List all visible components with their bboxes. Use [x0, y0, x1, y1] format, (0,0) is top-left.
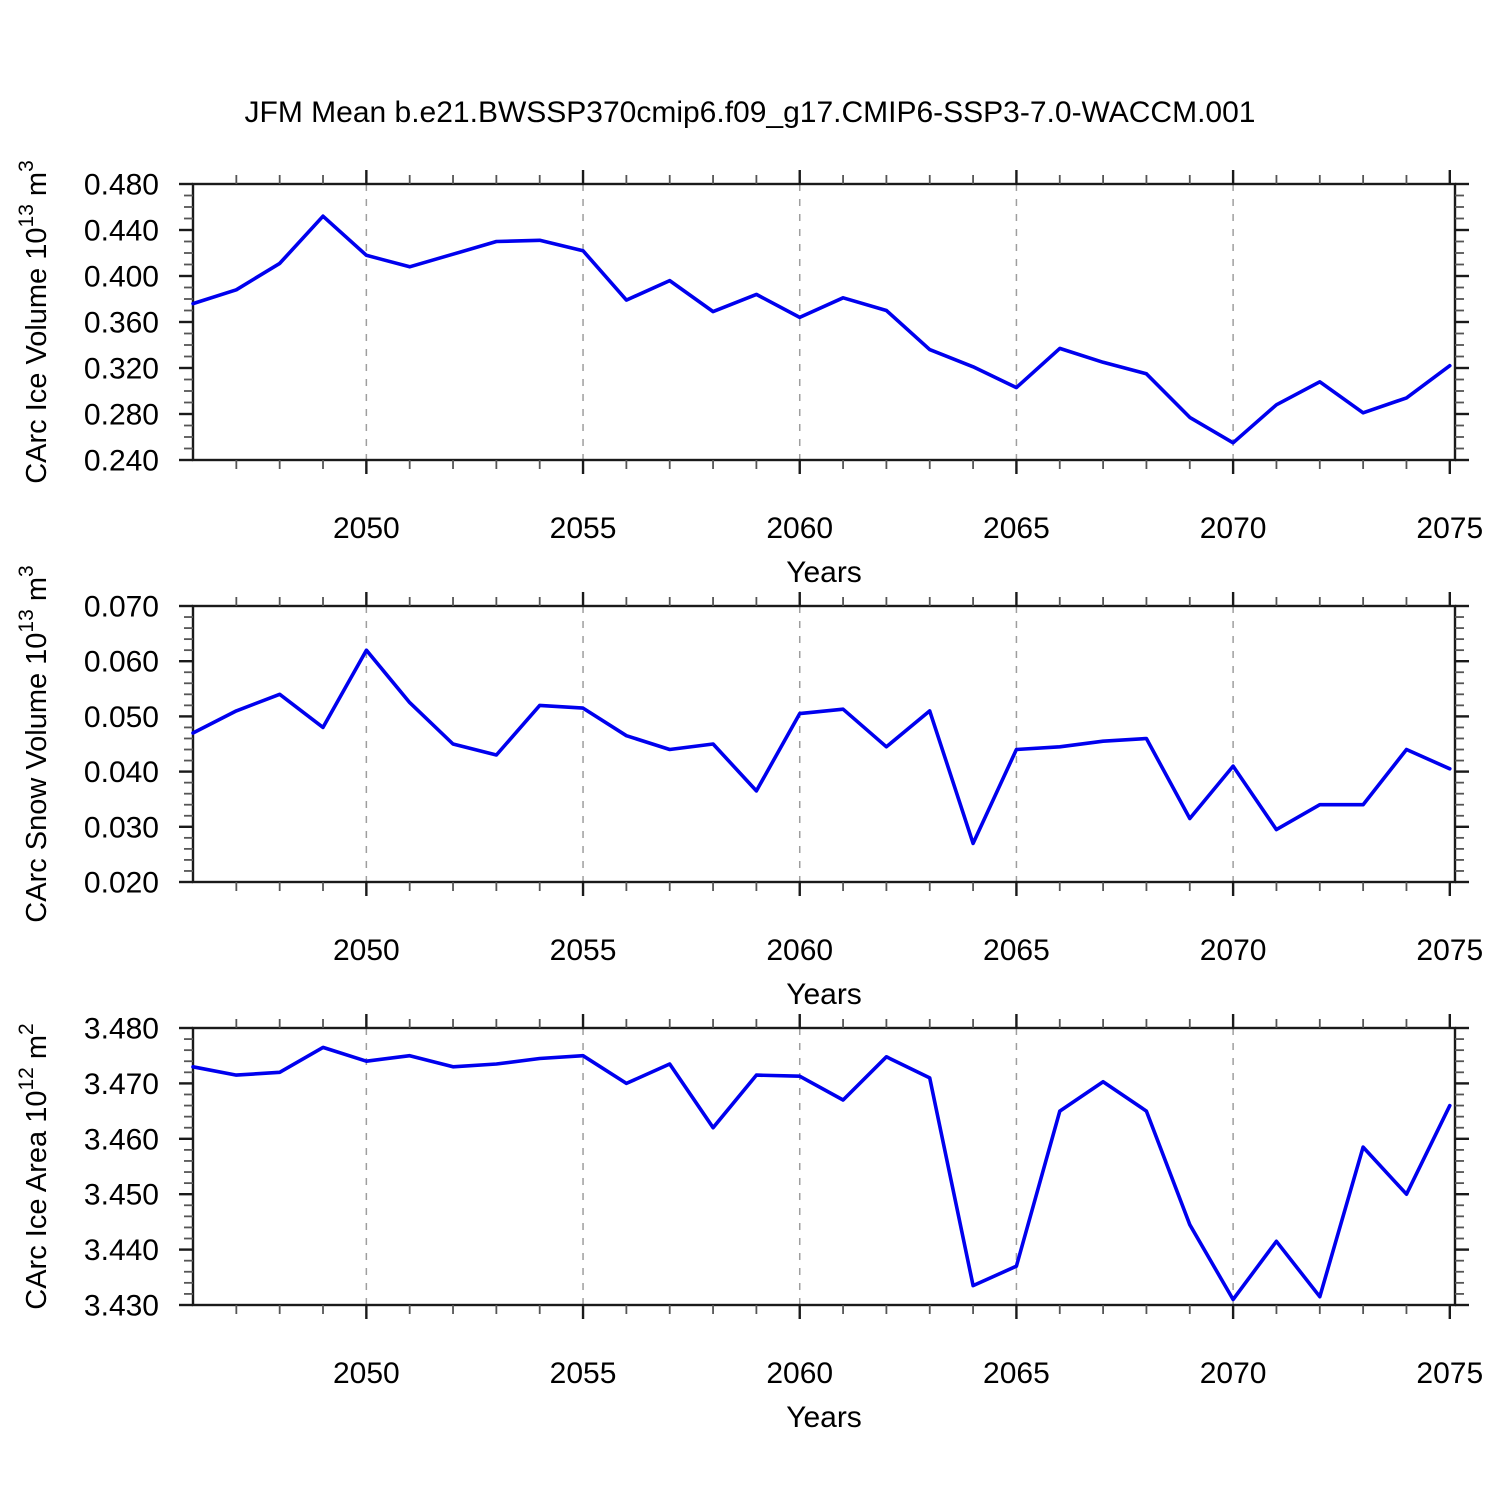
- x-tick-label: 2060: [766, 1357, 833, 1390]
- y-tick-label: 0.070: [84, 591, 159, 624]
- x-axis-title: Years: [786, 978, 862, 1011]
- y-tick-label: 0.240: [84, 445, 159, 478]
- x-tick-label: 2075: [1416, 934, 1483, 967]
- x-tick-label: 2050: [333, 934, 400, 967]
- y-tick-label: 3.470: [84, 1068, 159, 1101]
- x-tick-label: 2070: [1200, 512, 1267, 545]
- x-axis-title: Years: [786, 1401, 862, 1434]
- ice-volume-data-line: [191, 214, 1452, 445]
- x-tick-label: 2050: [333, 1357, 400, 1390]
- y-tick-label: 0.040: [84, 756, 159, 789]
- x-tick-label: 2060: [766, 512, 833, 545]
- ice-area-data-line: [191, 1045, 1452, 1302]
- y-tick-label: 3.460: [84, 1123, 159, 1156]
- x-tick-label: 2065: [983, 1357, 1050, 1390]
- y-axis-title: CArc Ice Volume 1013​ m3​: [15, 160, 53, 484]
- y-tick-label: 0.320: [84, 353, 159, 386]
- y-tick-label: 3.480: [84, 1013, 159, 1046]
- x-tick-label: 2070: [1200, 1357, 1267, 1390]
- y-tick-label: 0.280: [84, 399, 159, 432]
- snow-volume-data-line: [191, 648, 1452, 846]
- y-tick-label: 0.440: [84, 215, 159, 248]
- y-tick-label: 3.440: [84, 1234, 159, 1267]
- ice-area-panel: 3.430 3.440 3.450 3.460 3.470 3.480 2050 2055 20…: [15, 1013, 1483, 1435]
- snow-volume-plot-box: [191, 604, 1457, 884]
- x-tick-label: 2065: [983, 934, 1050, 967]
- x-tick-label: 2070: [1200, 934, 1267, 967]
- x-tick-label: 2075: [1416, 1357, 1483, 1390]
- ice-volume-plot-box: [191, 182, 1457, 462]
- x-tick-label: 2050: [333, 512, 400, 545]
- y-tick-label: 0.360: [84, 307, 159, 340]
- ice-area-plot-box: [191, 1026, 1457, 1307]
- y-axis-title: CArc Snow Volume 1013​ m3​: [15, 565, 53, 922]
- ice-volume-panel: 0.240 0.280 0.320 0.360 0.400 0.440 0.480 2050 2…: [15, 160, 1483, 589]
- chart-title: JFM Mean b.e21.BWSSP370cmip6.f09_g17.CMI…: [244, 96, 1256, 129]
- y-tick-label: 0.060: [84, 646, 159, 679]
- y-tick-label: 0.020: [84, 867, 159, 900]
- x-tick-label: 2055: [550, 512, 617, 545]
- y-tick-label: 0.480: [84, 169, 159, 202]
- x-tick-label: 2075: [1416, 512, 1483, 545]
- x-tick-label: 2065: [983, 512, 1050, 545]
- x-axis-title: Years: [786, 556, 862, 589]
- snow-volume-panel: 0.020 0.030 0.040 0.050 0.060 0.070 2050 2055 20…: [15, 565, 1483, 1011]
- y-tick-label: 0.030: [84, 811, 159, 844]
- y-tick-label: 0.400: [84, 261, 159, 294]
- y-tick-label: 0.050: [84, 701, 159, 734]
- x-tick-label: 2060: [766, 934, 833, 967]
- y-tick-label: 3.450: [84, 1179, 159, 1212]
- y-axis-title: CArc Ice Area 1012​ m2​: [15, 1023, 53, 1309]
- x-tick-label: 2055: [550, 934, 617, 967]
- y-tick-label: 3.430: [84, 1290, 159, 1323]
- x-tick-label: 2055: [550, 1357, 617, 1390]
